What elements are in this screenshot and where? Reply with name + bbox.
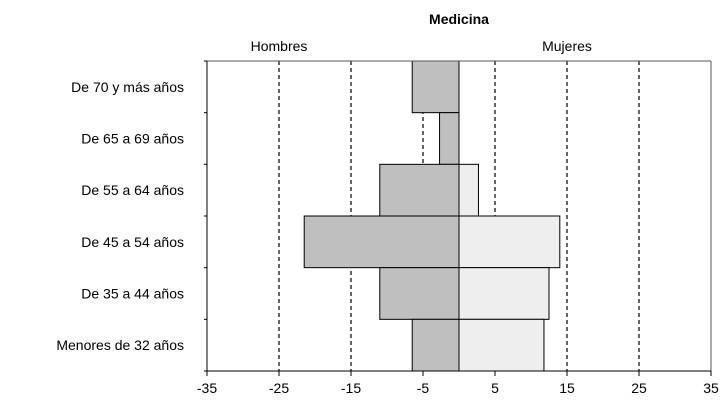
- category-label: De 45 a 54 años: [81, 234, 184, 250]
- x-tick-label: 5: [491, 380, 499, 396]
- bar-hombres: [379, 163, 460, 217]
- category-label: De 55 a 64 años: [81, 182, 184, 198]
- x-tick-label: -25: [269, 380, 289, 396]
- bar-hombres: [379, 267, 460, 320]
- category-label: De 70 y más años: [71, 79, 184, 95]
- x-axis-ticks: -35 -25 -15 -5 5 15 25 35: [197, 371, 719, 396]
- bar-mujeres: [458, 215, 561, 269]
- bar-mujeres: [458, 267, 550, 320]
- bar-hombres: [411, 318, 460, 372]
- category-label: De 35 a 44 años: [81, 286, 184, 302]
- plot-frame: [204, 60, 712, 372]
- bar-hombres: [303, 215, 460, 269]
- bar-hombres: [439, 112, 460, 165]
- right-side-label: Mujeres: [542, 38, 592, 54]
- x-tick-label: -15: [341, 380, 361, 396]
- bars: [303, 60, 561, 372]
- category-label: Menores de 32 años: [56, 337, 184, 353]
- bar-mujeres: [458, 318, 545, 372]
- chart-title: Medicina: [429, 11, 489, 27]
- x-tick-label: -5: [417, 380, 430, 396]
- bar-mujeres: [458, 163, 479, 217]
- left-side-label: Hombres: [251, 38, 308, 54]
- x-tick-label: 25: [631, 380, 647, 396]
- bar-hombres: [411, 60, 460, 114]
- x-tick-label: 35: [703, 380, 719, 396]
- x-tick-label: 15: [559, 380, 575, 396]
- category-label: De 65 a 69 años: [81, 131, 184, 147]
- category-labels: De 70 y más años De 65 a 69 años De 55 a 6…: [56, 79, 184, 353]
- x-tick-label: -35: [197, 380, 217, 396]
